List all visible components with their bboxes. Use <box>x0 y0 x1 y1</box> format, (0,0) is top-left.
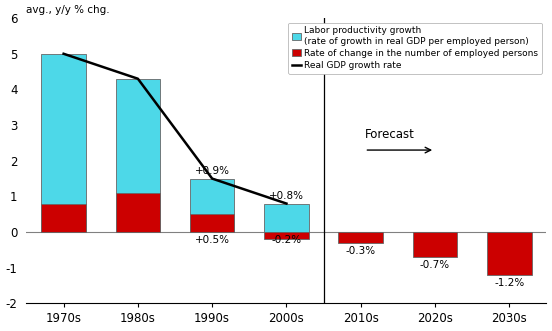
Bar <box>487 232 532 275</box>
Bar <box>264 204 309 232</box>
Bar <box>115 79 160 232</box>
Bar <box>190 179 235 232</box>
Text: +0.5%: +0.5% <box>195 235 230 245</box>
Legend: Labor productivity growth
(rate of growth in real GDP per employed person), Rate: Labor productivity growth (rate of growt… <box>288 23 542 73</box>
Bar <box>264 232 309 239</box>
Text: +0.8%: +0.8% <box>269 191 304 201</box>
Bar <box>41 54 86 232</box>
Text: -1.2%: -1.2% <box>494 278 524 288</box>
Bar <box>190 214 235 232</box>
Bar <box>338 232 383 243</box>
Text: -0.2%: -0.2% <box>272 235 301 245</box>
Text: avg., y/y % chg.: avg., y/y % chg. <box>26 5 110 15</box>
Text: +0.9%: +0.9% <box>195 166 230 176</box>
Bar <box>41 204 86 232</box>
Text: -0.3%: -0.3% <box>346 246 376 256</box>
Bar <box>413 232 457 257</box>
Text: -0.7%: -0.7% <box>420 260 450 270</box>
Text: Forecast: Forecast <box>364 128 415 141</box>
Bar <box>115 193 160 232</box>
